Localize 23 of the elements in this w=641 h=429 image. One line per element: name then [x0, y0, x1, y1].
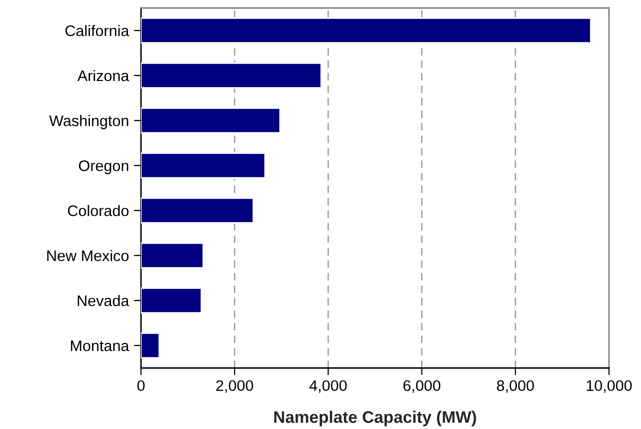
- y-tick-label: California: [65, 24, 130, 36]
- x-tick-label: 0: [137, 380, 145, 392]
- x-tick-label: 8,000: [496, 380, 534, 393]
- bar: [141, 197, 254, 224]
- y-tick-label: Arizona: [77, 70, 130, 82]
- bar: [141, 332, 160, 359]
- bar: [141, 287, 202, 314]
- y-tick-label: Colorado: [68, 204, 129, 216]
- bar: [141, 242, 204, 269]
- bar: [141, 107, 281, 134]
- bar: [141, 62, 322, 89]
- x-tick-label: 2,000: [216, 380, 254, 393]
- x-tick-label: 4,000: [309, 380, 347, 393]
- x-axis-title: Nameplate Capacity (MW): [274, 410, 476, 426]
- y-tick-label: Oregon: [78, 160, 128, 174]
- x-tick-label: 10,000: [586, 380, 632, 393]
- bar: [141, 17, 592, 44]
- y-tick-label: New Mexico: [47, 250, 129, 262]
- y-tick-label: Nevada: [78, 294, 130, 306]
- y-tick-label: Montana: [71, 340, 130, 352]
- y-tick-label: Washington: [49, 114, 128, 130]
- x-tick-label: 6,000: [403, 380, 440, 393]
- bar: [141, 152, 266, 179]
